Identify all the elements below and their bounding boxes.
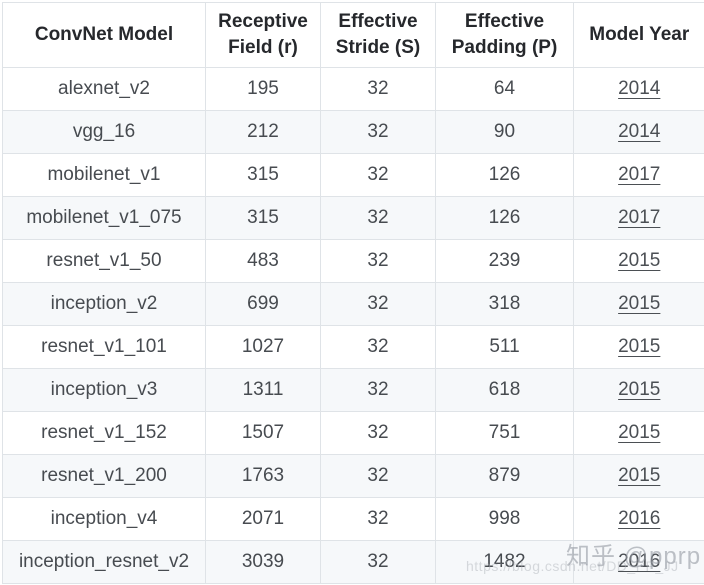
column-header-model-year: Model Year [573, 2, 704, 68]
table-row: resnet_v1_200 1763 32 879 2015 [2, 454, 704, 498]
header-row: ConvNet Model Receptive Field (r) Effect… [2, 2, 704, 68]
table-row: resnet_v1_152 1507 32 751 2015 [2, 411, 704, 455]
padding-cell: 90 [435, 110, 574, 154]
year-cell: 2014 [573, 67, 704, 111]
stride-cell: 32 [320, 239, 436, 283]
year-cell: 2015 [573, 454, 704, 498]
padding-cell: 318 [435, 282, 574, 326]
model-cell: inception_v3 [2, 368, 206, 412]
table-row: vgg_16 212 32 90 2014 [2, 110, 704, 154]
stride-cell: 32 [320, 454, 436, 498]
padding-cell: 751 [435, 411, 574, 455]
model-cell: vgg_16 [2, 110, 206, 154]
table-row: inception_v2 699 32 318 2015 [2, 282, 704, 326]
stride-cell: 32 [320, 110, 436, 154]
padding-cell: 64 [435, 67, 574, 111]
receptive-field-cell: 315 [205, 196, 321, 240]
receptive-field-cell: 212 [205, 110, 321, 154]
model-cell: resnet_v1_101 [2, 325, 206, 369]
receptive-field-cell: 483 [205, 239, 321, 283]
model-year-link[interactable]: 2015 [618, 336, 661, 357]
model-cell: mobilenet_v1_075 [2, 196, 206, 240]
model-cell: alexnet_v2 [2, 67, 206, 111]
year-cell: 2016 [573, 540, 704, 584]
model-year-link[interactable]: 2015 [618, 379, 661, 400]
table-row: inception_resnet_v2 3039 32 1482 2016 [2, 540, 704, 584]
model-cell: mobilenet_v1 [2, 153, 206, 197]
model-cell: resnet_v1_50 [2, 239, 206, 283]
padding-cell: 1482 [435, 540, 574, 584]
column-header-receptive-field: Receptive Field (r) [205, 2, 321, 68]
table-row: inception_v3 1311 32 618 2015 [2, 368, 704, 412]
padding-cell: 126 [435, 196, 574, 240]
receptive-field-cell: 195 [205, 67, 321, 111]
stride-cell: 32 [320, 325, 436, 369]
model-cell: inception_resnet_v2 [2, 540, 206, 584]
year-cell: 2015 [573, 368, 704, 412]
model-year-link[interactable]: 2017 [618, 164, 661, 185]
stride-cell: 32 [320, 282, 436, 326]
padding-cell: 998 [435, 497, 574, 541]
receptive-field-cell: 1507 [205, 411, 321, 455]
model-year-link[interactable]: 2015 [618, 293, 661, 314]
padding-cell: 879 [435, 454, 574, 498]
column-header-effective-padding: Effective Padding (P) [435, 2, 574, 68]
padding-cell: 511 [435, 325, 574, 369]
model-year-link[interactable]: 2015 [618, 422, 661, 443]
stride-cell: 32 [320, 497, 436, 541]
receptive-field-cell: 2071 [205, 497, 321, 541]
stride-cell: 32 [320, 540, 436, 584]
table-row: resnet_v1_101 1027 32 511 2015 [2, 325, 704, 369]
model-year-link[interactable]: 2015 [618, 250, 661, 271]
year-cell: 2015 [573, 325, 704, 369]
receptive-field-cell: 1027 [205, 325, 321, 369]
stride-cell: 32 [320, 196, 436, 240]
year-cell: 2014 [573, 110, 704, 154]
receptive-field-cell: 315 [205, 153, 321, 197]
model-year-link[interactable]: 2014 [618, 78, 661, 99]
column-header-convnet-model: ConvNet Model [2, 2, 206, 68]
table-row: alexnet_v2 195 32 64 2014 [2, 67, 704, 111]
stride-cell: 32 [320, 368, 436, 412]
model-cell: resnet_v1_200 [2, 454, 206, 498]
padding-cell: 126 [435, 153, 574, 197]
model-cell: inception_v4 [2, 497, 206, 541]
stride-cell: 32 [320, 67, 436, 111]
year-cell: 2015 [573, 239, 704, 283]
year-cell: 2017 [573, 196, 704, 240]
receptive-field-cell: 1763 [205, 454, 321, 498]
model-year-link[interactable]: 2014 [618, 121, 661, 142]
table-row: resnet_v1_50 483 32 239 2015 [2, 239, 704, 283]
table-header: ConvNet Model Receptive Field (r) Effect… [2, 2, 704, 68]
model-cell: resnet_v1_152 [2, 411, 206, 455]
stride-cell: 32 [320, 411, 436, 455]
padding-cell: 239 [435, 239, 574, 283]
table-row: inception_v4 2071 32 998 2016 [2, 497, 704, 541]
year-cell: 2015 [573, 282, 704, 326]
model-year-link[interactable]: 2015 [618, 465, 661, 486]
year-cell: 2016 [573, 497, 704, 541]
year-cell: 2017 [573, 153, 704, 197]
receptive-field-cell: 1311 [205, 368, 321, 412]
model-cell: inception_v2 [2, 282, 206, 326]
stride-cell: 32 [320, 153, 436, 197]
model-year-link[interactable]: 2017 [618, 207, 661, 228]
table-row: mobilenet_v1_075 315 32 126 2017 [2, 196, 704, 240]
year-cell: 2015 [573, 411, 704, 455]
model-year-link[interactable]: 2016 [618, 508, 661, 529]
model-year-link[interactable]: 2016 [618, 551, 661, 572]
column-header-effective-stride: Effective Stride (S) [320, 2, 436, 68]
receptive-field-cell: 3039 [205, 540, 321, 584]
padding-cell: 618 [435, 368, 574, 412]
table-row: mobilenet_v1 315 32 126 2017 [2, 153, 704, 197]
table-body: alexnet_v2 195 32 64 2014 vgg_16 212 32 … [2, 67, 704, 584]
receptive-field-cell: 699 [205, 282, 321, 326]
